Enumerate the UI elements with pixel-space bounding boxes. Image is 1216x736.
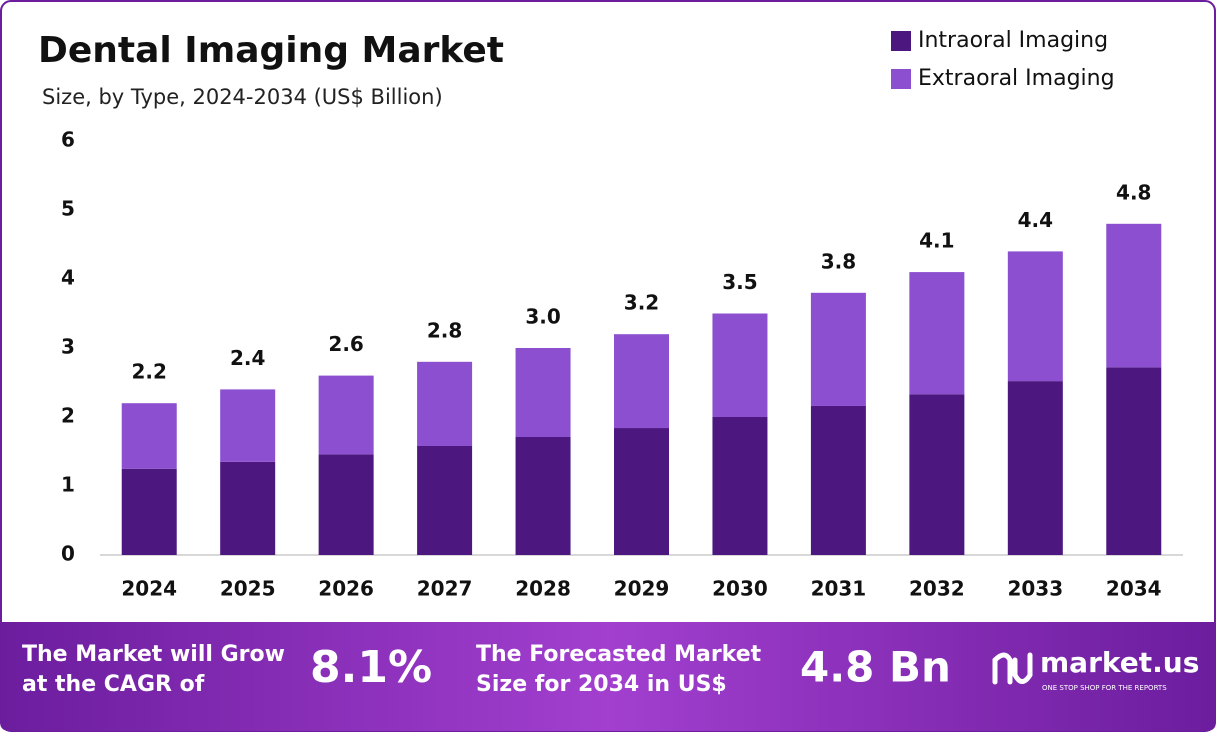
x-tick-label: 2027 [417, 577, 473, 601]
bar-segment [220, 461, 276, 555]
total-label: 4.1 [919, 229, 954, 253]
legend-swatch [891, 31, 911, 51]
brand-name: market.us [1040, 646, 1199, 679]
total-label: 4.4 [1018, 208, 1053, 232]
bar-segment [121, 468, 177, 555]
total-label: 3.0 [525, 305, 560, 329]
x-tick-label: 2025 [220, 577, 276, 601]
x-tick-label: 2033 [1007, 577, 1063, 601]
x-tick-label: 2026 [318, 577, 374, 601]
footer-text: The Market will Grow [22, 642, 285, 667]
bar-segment [1106, 367, 1162, 555]
y-tick-label: 6 [61, 128, 75, 152]
bar-segment [712, 417, 768, 555]
total-label: 2.4 [230, 346, 265, 370]
footer-text: The Forecasted Market [476, 642, 762, 667]
bar-segment [318, 454, 374, 555]
bar-segment [614, 334, 669, 429]
footer-banner [0, 622, 1216, 731]
bar-segment [220, 389, 276, 462]
bar-segment [810, 405, 866, 555]
bar-segment [614, 428, 669, 555]
bar-segment [417, 361, 473, 446]
bar-segment [417, 445, 473, 555]
total-label: 3.2 [624, 291, 659, 315]
y-tick-label: 2 [61, 404, 75, 428]
y-tick-label: 4 [61, 266, 75, 290]
y-tick-label: 5 [61, 197, 75, 221]
x-tick-label: 2024 [121, 577, 177, 601]
x-tick-label: 2034 [1106, 577, 1162, 601]
total-label: 4.8 [1116, 180, 1151, 204]
bar-segment [1106, 223, 1162, 368]
brand-tagline: ONE STOP SHOP FOR THE REPORTS [1042, 684, 1167, 692]
bar-segment [515, 348, 571, 438]
bar-segment [712, 313, 768, 417]
bar-segment [318, 375, 374, 455]
total-label: 2.8 [427, 318, 462, 342]
x-tick-label: 2032 [909, 577, 965, 601]
y-tick-label: 0 [61, 542, 75, 566]
bar-segment [810, 292, 866, 406]
bar-segment [121, 403, 177, 469]
bar-segment [1007, 251, 1063, 382]
x-tick-label: 2031 [811, 577, 867, 601]
legend-swatch [891, 69, 911, 89]
bar-segment [909, 394, 965, 555]
total-label: 2.6 [328, 332, 363, 356]
y-tick-label: 1 [61, 473, 75, 497]
footer-text: Size for 2034 in US$ [476, 672, 727, 697]
footer-text: at the CAGR of [22, 672, 205, 697]
forecast-value: 4.8 Bn [800, 643, 951, 692]
x-tick-label: 2030 [712, 577, 768, 601]
total-label: 2.2 [132, 360, 167, 384]
x-tick-label: 2029 [614, 577, 670, 601]
y-tick-label: 3 [61, 335, 75, 359]
legend-label: Intraoral Imaging [918, 28, 1108, 53]
total-label: 3.5 [722, 270, 757, 294]
bar-segment [909, 272, 965, 395]
chart-title: Dental Imaging Market [38, 30, 504, 71]
cagr-value: 8.1% [310, 642, 432, 693]
total-label: 3.8 [821, 249, 856, 273]
legend-label: Extraoral Imaging [918, 66, 1115, 91]
chart-subtitle: Size, by Type, 2024-2034 (US$ Billion) [42, 85, 443, 109]
bar-segment [515, 437, 571, 555]
brand-logo [992, 652, 1033, 685]
x-tick-label: 2028 [515, 577, 571, 601]
bar-segment [1007, 381, 1063, 555]
